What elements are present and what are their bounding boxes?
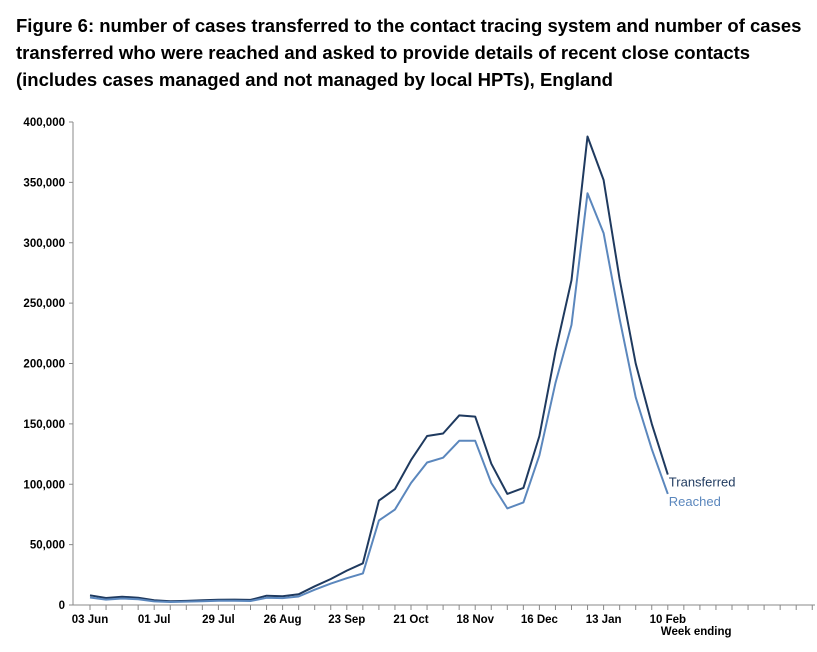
y-tick-label: 50,000 <box>30 540 65 552</box>
y-tick-label: 100,000 <box>23 479 65 491</box>
y-tick-label: 250,000 <box>23 298 65 310</box>
series-line-transferred <box>89 135 669 603</box>
x-tick-label: 16 Dec <box>521 614 559 626</box>
y-tick-label: 0 <box>59 600 65 612</box>
y-tick-label: 200,000 <box>23 359 65 371</box>
x-tick-label: 18 Nov <box>456 614 494 626</box>
x-axis: 03 Jun 01 Jul 29 Jul 26 Aug 23 Sep 21 Oct 18 N… <box>72 604 815 626</box>
x-tick-label: 03 Jun <box>72 614 108 626</box>
y-tick-label: 150,000 <box>23 419 65 431</box>
x-tick-label: 29 Jul <box>202 614 235 626</box>
series-layer: Transferred Reached <box>89 135 736 603</box>
x-tick-label: 10 Feb <box>650 614 686 626</box>
series-reached: Reached <box>89 192 721 603</box>
x-tick-label: 21 Oct <box>393 614 428 626</box>
series-transferred: Transferred <box>89 135 736 603</box>
y-tick-label: 400,000 <box>23 117 65 129</box>
x-tick-label: 01 Jul <box>138 614 171 626</box>
x-tick-label: 13 Jan <box>586 614 622 626</box>
y-axis: 0 50,000 100,000 150,000 200,000 250,000 300,0… <box>23 117 74 612</box>
series-label-reached: Reached <box>669 494 721 509</box>
series-line-reached <box>89 192 669 603</box>
x-tick-label: 23 Sep <box>328 614 365 626</box>
y-tick-label: 300,000 <box>23 238 65 250</box>
x-tick-label: 26 Aug <box>264 614 302 626</box>
y-tick-label: 350,000 <box>23 177 65 189</box>
series-label-transferred: Transferred <box>669 475 736 490</box>
x-axis-title: Week ending <box>661 626 732 638</box>
chart-title: Figure 6: number of cases transferred to… <box>16 15 802 90</box>
